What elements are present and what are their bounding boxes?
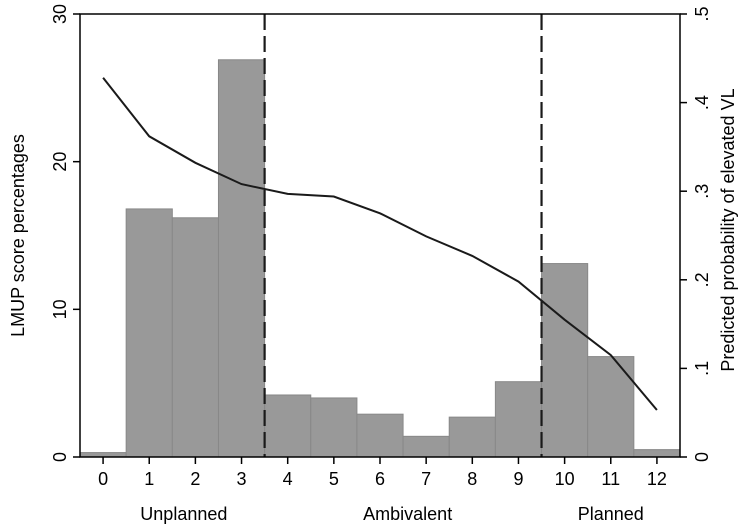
bar-2 (171, 217, 219, 458)
group-label-planned: Planned (578, 504, 644, 524)
y2-tick-label-.1: .1 (692, 361, 712, 376)
y-tick-label-30: 30 (50, 4, 70, 24)
y-axis-title: LMUP score percentages (8, 134, 28, 337)
group-label-unplanned: Unplanned (140, 504, 227, 524)
bars-group (79, 59, 681, 458)
x-tick-label-6: 6 (375, 469, 385, 489)
x-tick-label-4: 4 (283, 469, 293, 489)
bar-11 (587, 356, 635, 458)
group-labels: Unplanned Ambivalent Planned (140, 504, 643, 524)
bar-7 (402, 435, 450, 458)
y2-axis-title: Predicted probability of elevated VL (718, 88, 738, 371)
bar-1 (125, 208, 173, 458)
x-tick-label-8: 8 (467, 469, 477, 489)
y2-tick-label-.3: .3 (692, 184, 712, 199)
y-tick-label-0: 0 (50, 452, 70, 462)
x-tick-label-12: 12 (647, 469, 667, 489)
x-tick-label-2: 2 (190, 469, 200, 489)
y-axis-left: 0 10 20 30 (50, 4, 80, 462)
x-tick-label-0: 0 (98, 469, 108, 489)
bar-3 (217, 59, 266, 458)
x-tick-label-10: 10 (555, 469, 575, 489)
x-axis: 0 1 2 3 4 5 6 7 8 9 10 11 12 (98, 457, 667, 489)
group-label-ambivalent: Ambivalent (363, 504, 452, 524)
bar-12 (633, 449, 681, 458)
y2-tick-label-0: 0 (692, 452, 712, 462)
cutoff-lines (263, 14, 543, 457)
x-tick-label-9: 9 (513, 469, 523, 489)
bar-5 (310, 397, 358, 458)
bar-8 (448, 416, 496, 458)
y2-tick-label-.2: .2 (692, 272, 712, 287)
bar-6 (356, 413, 404, 458)
y-tick-label-10: 10 (50, 299, 70, 319)
x-tick-label-3: 3 (237, 469, 247, 489)
bar-9 (494, 381, 543, 458)
x-tick-label-7: 7 (421, 469, 431, 489)
bar-10 (541, 263, 589, 458)
x-tick-label-1: 1 (144, 469, 154, 489)
x-tick-label-11: 11 (601, 469, 620, 489)
x-tick-label-5: 5 (329, 469, 339, 489)
bar-4 (264, 394, 312, 458)
y2-tick-label-.4: .4 (692, 95, 712, 110)
y2-tick-label-.5: .5 (692, 6, 712, 21)
probability-line (102, 77, 658, 411)
y-tick-label-20: 20 (50, 152, 70, 172)
y-axis-right: 0 .1 .2 .3 .4 .5 (680, 6, 712, 462)
